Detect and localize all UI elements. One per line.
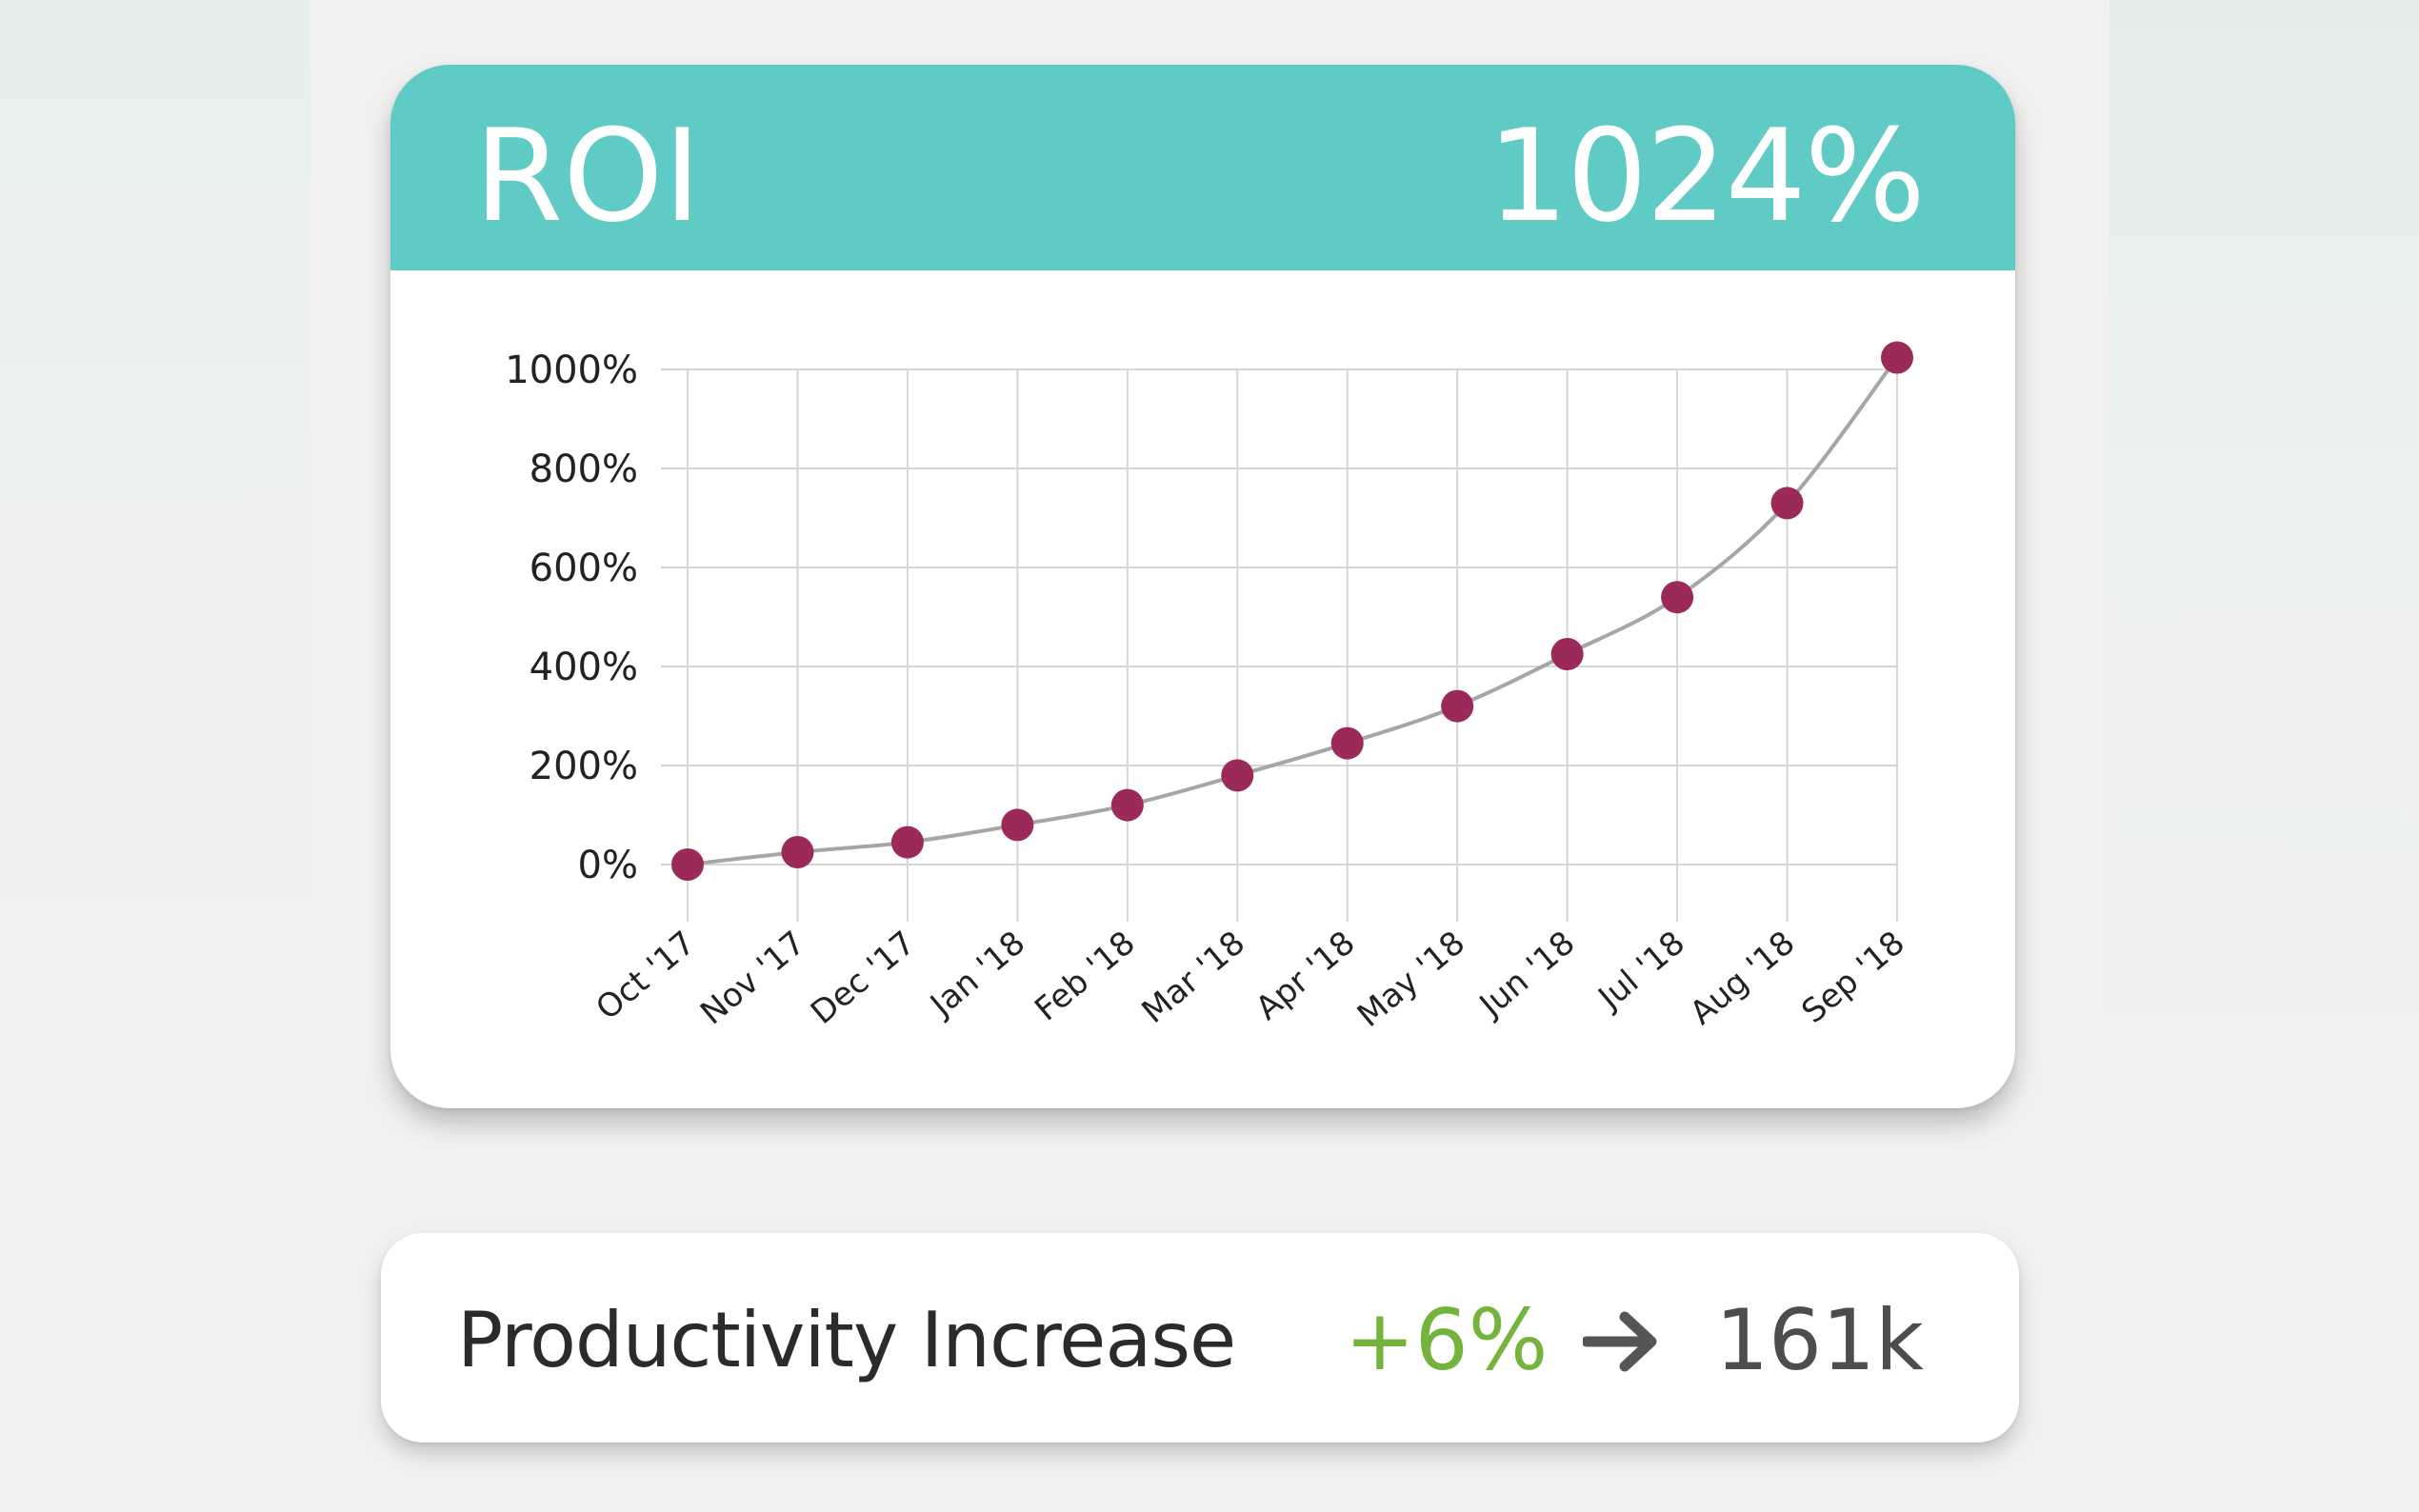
background-right xyxy=(2109,0,2419,1512)
y-tick-label: 0% xyxy=(578,844,638,887)
roi-header: ROI 1024% xyxy=(390,65,2015,270)
roi-title: ROI xyxy=(474,102,702,250)
data-point xyxy=(781,836,814,868)
arrow-right-icon xyxy=(1583,1311,1657,1372)
x-tick-label: Dec '17 xyxy=(804,924,923,1032)
data-point xyxy=(1221,759,1254,792)
y-tick-label: 400% xyxy=(530,646,638,689)
x-tick-label: Nov '17 xyxy=(693,924,812,1032)
y-tick-label: 200% xyxy=(530,745,638,788)
data-point xyxy=(1001,808,1034,842)
data-point xyxy=(890,826,924,859)
data-point xyxy=(1110,788,1144,822)
y-tick-label: 1000% xyxy=(505,348,638,392)
data-point xyxy=(1881,341,1913,374)
productivity-label: Productivity Increase xyxy=(457,1296,1236,1384)
roi-card: ROI 1024% 0% 200% 400% 600% 800% 1000% Oct '17… xyxy=(390,65,2015,1108)
x-tick-label: Aug '18 xyxy=(1683,924,1802,1032)
x-tick-label: Feb '18 xyxy=(1028,924,1142,1028)
x-tick-label: Oct '17 xyxy=(589,924,702,1027)
productivity-change: +6% xyxy=(1345,1291,1549,1389)
data-point xyxy=(1441,689,1474,723)
data-point xyxy=(1770,487,1804,520)
data-point xyxy=(671,848,704,881)
roi-series-line xyxy=(687,356,1899,866)
x-tick-label: Apr '18 xyxy=(1249,924,1362,1027)
x-tick-label: Sep '18 xyxy=(1794,924,1911,1031)
background-left xyxy=(0,0,310,1512)
data-point xyxy=(1661,581,1694,614)
x-tick-label: Jun '18 xyxy=(1471,924,1583,1025)
x-tick-label: Jan '18 xyxy=(922,924,1032,1025)
y-tick-label: 800% xyxy=(530,448,638,491)
x-tick-label: Jul '18 xyxy=(1590,924,1692,1018)
productivity-card: Productivity Increase +6% 161k xyxy=(381,1233,2019,1442)
data-point xyxy=(1330,726,1364,760)
roi-value: 1024% xyxy=(1487,102,1926,250)
x-tick-label: May '18 xyxy=(1350,924,1472,1035)
data-point xyxy=(1550,638,1584,670)
x-tick-label: Mar '18 xyxy=(1135,924,1252,1031)
y-tick-label: 600% xyxy=(530,547,638,590)
productivity-count: 161k xyxy=(1715,1291,1924,1389)
